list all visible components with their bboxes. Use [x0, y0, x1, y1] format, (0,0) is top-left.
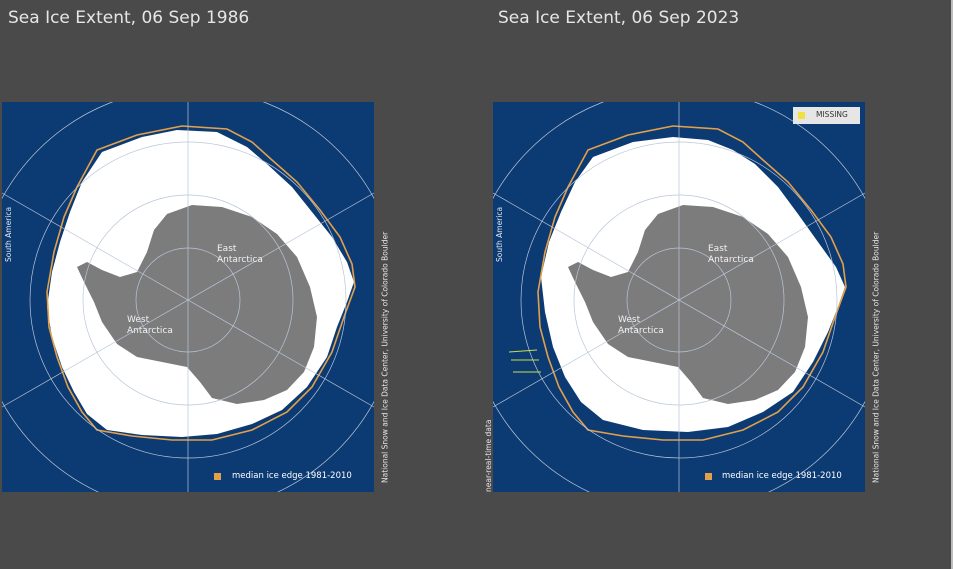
- west-antarctica-label: West Antarctica: [618, 315, 664, 336]
- east-antarctica-label: East Antarctica: [217, 244, 263, 265]
- graticule: [2, 102, 374, 492]
- antarctica-landmass: [77, 205, 317, 404]
- east-antarctica-label: East Antarctica: [708, 244, 754, 265]
- missing-data-marks: [508, 349, 541, 373]
- credit-label: National Snow and Ice Data Center, Unive…: [380, 231, 390, 483]
- missing-legend-box: [793, 107, 860, 124]
- near-real-time-label: near-real-time data: [484, 419, 493, 492]
- credit-label: National Snow and Ice Data Center, Unive…: [871, 231, 881, 483]
- south-america-label: South America: [495, 206, 504, 262]
- median-ice-edge-line: [537, 125, 847, 441]
- south-america-label: South America: [4, 206, 13, 262]
- polar-map-2023: East Antarctica West Antarctica: [493, 102, 865, 492]
- missing-swatch: [798, 112, 805, 119]
- polar-map-1986: East Antarctica West Antarctica: [2, 102, 374, 492]
- window-edge: [951, 0, 953, 569]
- map-title-2023: Sea Ice Extent, 06 Sep 2023: [498, 8, 740, 28]
- missing-label: MISSING: [816, 110, 848, 119]
- map-title-1986: Sea Ice Extent, 06 Sep 1986: [8, 8, 250, 28]
- graticule: [493, 102, 865, 492]
- legend-label: median ice edge 1981-2010: [722, 471, 842, 481]
- legend-swatch: [214, 473, 221, 480]
- legend-label: median ice edge 1981-2010: [232, 471, 352, 481]
- median-ice-edge-line: [46, 125, 356, 441]
- sea-ice-map-2023: East Antarctica West Antarctica: [493, 102, 865, 492]
- sea-ice-map-1986: East Antarctica West Antarctica: [2, 102, 374, 492]
- antarctica-landmass: [568, 205, 808, 404]
- legend-swatch: [705, 473, 712, 480]
- west-antarctica-label: West Antarctica: [127, 315, 173, 336]
